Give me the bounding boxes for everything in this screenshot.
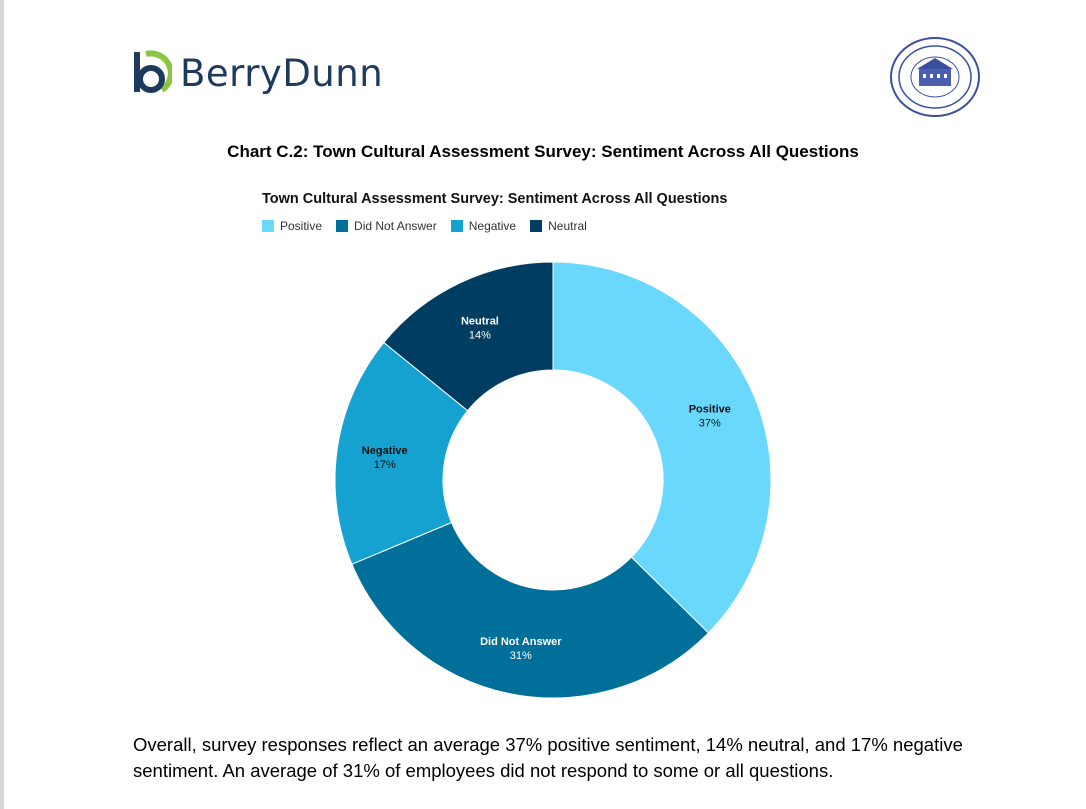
slice-label-negative: Negative — [362, 445, 408, 457]
slice-value-neutral: 14% — [469, 330, 491, 342]
legend-item-neutral: Neutral — [530, 219, 587, 233]
chart-legend: Positive Did Not Answer Negative Neutral — [262, 219, 601, 233]
legend-label: Neutral — [548, 219, 587, 233]
legend-item-positive: Positive — [262, 219, 322, 233]
donut-slice-negative — [334, 341, 469, 565]
legend-swatch — [450, 220, 463, 232]
legend-item-negative: Negative — [450, 219, 517, 233]
legend-swatch — [336, 220, 349, 232]
berrydunn-logo: BerryDunn — [132, 50, 383, 96]
legend-item-did-not-answer: Did Not Answer — [336, 219, 437, 233]
berrydunn-logo-mark-icon — [134, 50, 172, 93]
slice-label-positive: Positive — [689, 403, 731, 415]
chart-title: Town Cultural Assessment Survey: Sentime… — [262, 191, 728, 207]
page-edge — [0, 0, 4, 809]
slice-value-negative: 17% — [374, 459, 396, 471]
cromwell-seal — [889, 36, 981, 123]
legend-label: Positive — [280, 219, 323, 233]
legend-label: Negative — [468, 219, 517, 233]
legend-swatch — [262, 220, 274, 232]
donut-slice-did-not-answer — [351, 521, 710, 699]
slice-label-neutral: Neutral — [461, 316, 499, 328]
slice-value-did-not-answer: 31% — [510, 650, 532, 662]
chart-caption: Overall, survey responses reflect an ave… — [133, 734, 963, 781]
document-title: Chart C.2: Town Cultural Assessment Surv… — [227, 142, 859, 161]
legend-label: Did Not Answer — [354, 219, 437, 233]
logo-text: BerryDunn — [180, 51, 384, 95]
donut-slice-positive — [552, 261, 772, 634]
legend-swatch — [530, 220, 543, 232]
donut-slice-neutral — [383, 261, 554, 412]
slice-value-positive: 37% — [699, 417, 721, 429]
slice-label-did-not-answer: Did Not Answer — [480, 636, 562, 648]
